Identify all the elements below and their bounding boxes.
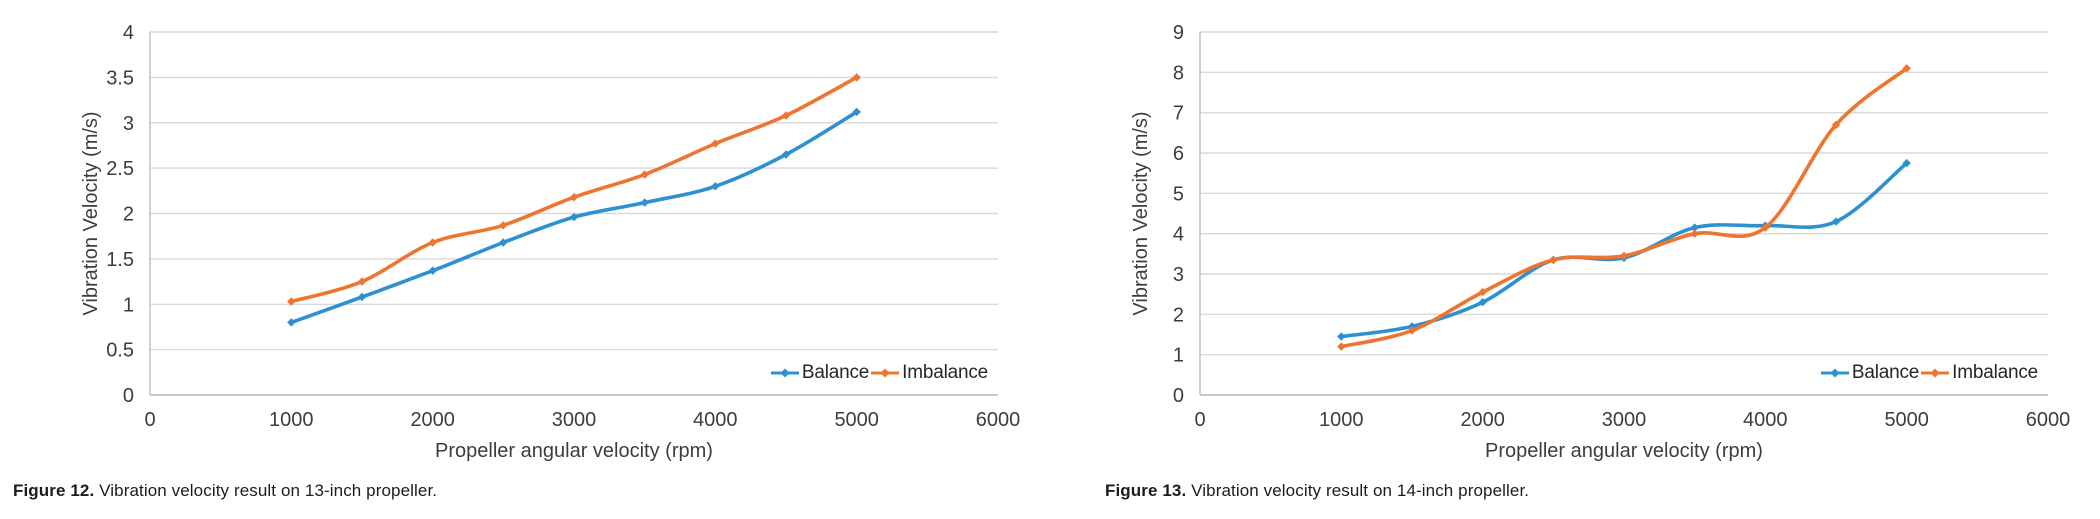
line-chart-14inch: 0 1 2 3 4 5 6 7 8 9 0 1000 2000 3000 4000 5000 6000 Vibra…: [1130, 22, 2071, 462]
line-chart-13inch: 0 0.5 1 1.5 2 2.5 3 3.5 4 0 1000 2000 3000 4000 5000 60…: [80, 22, 1021, 462]
svg-text:4: 4: [123, 22, 134, 44]
svg-text:0.5: 0.5: [106, 340, 134, 362]
svg-text:1: 1: [123, 294, 134, 316]
svg-text:1000: 1000: [1319, 409, 1364, 431]
svg-text:6: 6: [1173, 143, 1184, 165]
svg-text:1000: 1000: [269, 409, 314, 431]
svg-text:4000: 4000: [1743, 409, 1788, 431]
figure-13-caption: Figure 13. Vibration velocity result on …: [1050, 481, 2100, 501]
svg-text:6000: 6000: [2026, 409, 2071, 431]
legend-fig12: Balance Imbalance: [770, 363, 988, 382]
svg-text:3000: 3000: [1602, 409, 1647, 431]
svg-text:8: 8: [1173, 62, 1184, 84]
legend-label-imbalance: Imbalance: [902, 362, 988, 383]
svg-text:2: 2: [123, 204, 134, 226]
legend-label-imbalance: Imbalance: [1952, 362, 2038, 383]
figure-13-caption-label: Figure 13.: [1105, 481, 1187, 500]
imbalance-line-icon: [871, 368, 900, 377]
figure-12-caption-label: Figure 12.: [13, 481, 95, 500]
legend-item-balance: Balance: [1820, 363, 1919, 382]
svg-text:1: 1: [1173, 345, 1184, 367]
svg-text:5000: 5000: [834, 409, 879, 431]
svg-text:0: 0: [1194, 409, 1205, 431]
svg-text:3000: 3000: [552, 409, 597, 431]
svg-text:Propeller angular velocity (rp: Propeller angular velocity (rpm): [1485, 440, 1763, 462]
svg-text:2: 2: [1173, 304, 1184, 326]
figure-12-caption-text: Vibration velocity result on 13-inch pro…: [99, 481, 438, 500]
figure-12: 0 0.5 1 1.5 2 2.5 3 3.5 4 0 1000 2000 3000 4000 5000 60…: [0, 0, 1050, 501]
svg-text:3: 3: [1173, 264, 1184, 286]
svg-text:3: 3: [123, 113, 134, 135]
chart-13inch-propeller: 0 0.5 1 1.5 2 2.5 3 3.5 4 0 1000 2000 3000 4000 5000 60…: [0, 0, 1050, 462]
svg-text:4: 4: [1173, 224, 1184, 246]
svg-text:0: 0: [1173, 385, 1184, 407]
legend-fig13: Balance Imbalance: [1820, 363, 2038, 382]
balance-line-icon: [770, 368, 799, 377]
svg-text:9: 9: [1173, 22, 1184, 44]
svg-text:7: 7: [1173, 103, 1184, 125]
chart-14inch-propeller: 0 1 2 3 4 5 6 7 8 9 0 1000 2000 3000 4000 5000 6000 Vibra…: [1050, 0, 2100, 462]
svg-text:5000: 5000: [1884, 409, 1929, 431]
imbalance-line-icon: [1921, 368, 1950, 377]
svg-text:Vibration Velocity (m/s): Vibration Velocity (m/s): [80, 111, 102, 315]
svg-text:3.5: 3.5: [106, 67, 134, 89]
figure-13-caption-text: Vibration velocity result on 14-inch pro…: [1191, 481, 1530, 500]
legend-label-balance: Balance: [1851, 362, 1920, 383]
legend-label-balance: Balance: [801, 362, 870, 383]
svg-text:5: 5: [1173, 183, 1184, 205]
svg-text:1.5: 1.5: [106, 249, 134, 271]
legend-item-imbalance: Imbalance: [870, 363, 988, 382]
svg-text:0: 0: [123, 385, 134, 407]
legend-item-balance: Balance: [770, 363, 869, 382]
svg-text:0: 0: [144, 409, 155, 431]
legend-item-imbalance: Imbalance: [1920, 363, 2038, 382]
figure-12-caption: Figure 12. Vibration velocity result on …: [0, 481, 1050, 501]
svg-text:Vibration Velocity (m/s): Vibration Velocity (m/s): [1130, 111, 1152, 315]
svg-text:Propeller angular velocity (rp: Propeller angular velocity (rpm): [435, 440, 713, 462]
svg-text:4000: 4000: [693, 409, 738, 431]
balance-line-icon: [1820, 368, 1849, 377]
svg-text:6000: 6000: [976, 409, 1021, 431]
figure-13: 0 1 2 3 4 5 6 7 8 9 0 1000 2000 3000 4000 5000 6000 Vibra…: [1050, 0, 2100, 519]
svg-text:2000: 2000: [410, 409, 455, 431]
svg-text:2.5: 2.5: [106, 158, 134, 180]
svg-text:2000: 2000: [1460, 409, 1505, 431]
